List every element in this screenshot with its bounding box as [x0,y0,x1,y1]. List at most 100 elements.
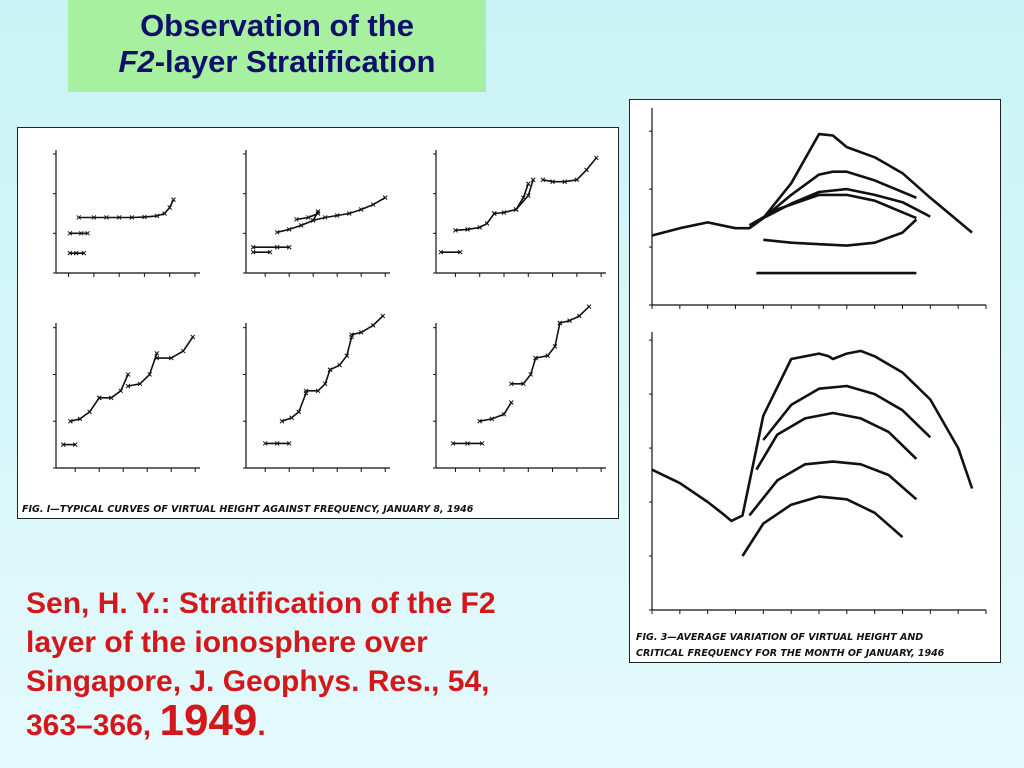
series-line [329,336,353,371]
data-point [380,313,386,319]
data-point [125,372,131,377]
data-point [337,362,342,368]
data-point [508,400,514,405]
data-point [315,211,321,216]
series-line [542,157,597,183]
data-point [171,197,176,202]
data-point [438,249,444,255]
data-point [513,207,519,212]
data-point [540,177,546,183]
citation: Sen, H. Y.: Stratification of the F2 lay… [26,584,586,745]
data-point [521,381,526,387]
data-point [154,351,160,356]
series-line [748,170,917,230]
series-line [127,353,158,387]
data-point [116,215,122,220]
data-point [349,332,354,338]
series-line [762,384,932,441]
data-point [60,442,66,447]
figure-3-svg: FIG. 3—AVERAGE VARIATION OF VIRTUAL HEIG… [636,108,987,659]
series-line [748,193,917,227]
figure-1-panel: FIG. I—TYPICAL CURVES OF VIRTUAL HEIGHT … [18,128,618,518]
data-point [298,223,304,228]
data-point [530,177,536,183]
chart-5 [243,313,390,472]
data-point [274,244,280,250]
series-line [479,402,512,422]
data-point [508,381,514,387]
data-point [108,395,114,401]
data-point [137,381,143,387]
data-point [286,227,292,232]
data-point [87,409,92,415]
series-line [559,306,590,324]
data-point [190,334,196,340]
data-point [310,218,316,223]
citation-line4: 363–366, 1949. [26,699,586,745]
data-point [457,249,463,255]
data-point [91,215,97,220]
series-line [748,460,918,517]
data-point [67,230,73,236]
data-point [306,215,311,220]
figure-3-caption-line1: FIG. 3—AVERAGE VARIATION OF VIRTUAL HEIG… [636,632,923,643]
data-point [370,322,376,328]
data-point [250,249,256,255]
data-point [489,416,495,422]
data-point [593,155,599,161]
data-point [550,179,555,185]
data-point [477,225,483,230]
data-point [584,167,589,173]
data-point [567,318,572,324]
series-line [651,132,973,237]
figure-1-svg: FIG. I—TYPICAL CURVES OF VIRTUAL HEIGHT … [22,150,606,515]
figure-3-panel: FIG. 3—AVERAGE VARIATION OF VIRTUAL HEIG… [630,100,1000,662]
data-point [465,227,470,232]
citation-pages: 363–366, [26,709,160,742]
data-point [104,215,109,220]
data-point [142,214,147,220]
data-point [81,250,87,256]
series-line [351,315,384,336]
data-point [77,416,83,422]
data-point [322,381,328,387]
chart-3 [433,150,606,277]
data-point [477,418,483,424]
data-point [525,193,531,198]
data-point [267,249,273,255]
data-point [525,181,531,187]
slide-title-line1: Observation of the [140,8,414,43]
citation-line2: layer of the ionosphere over [26,626,428,659]
data-point [334,213,340,218]
series-line [306,369,331,392]
series-line [511,357,537,385]
series-line [535,322,561,359]
data-point [358,330,364,335]
series-line [70,397,100,422]
figure-1-caption: FIG. I—TYPICAL CURVES OF VIRTUAL HEIGHT … [22,504,474,515]
series-line [651,349,974,523]
data-point [274,229,280,235]
data-point [533,355,538,361]
series-line [494,183,530,215]
series-line [741,495,904,557]
data-point [162,211,167,216]
data-point [322,215,328,220]
series-line [156,336,194,359]
chart-7 [649,108,987,309]
data-point [358,207,364,212]
data-point [118,388,124,394]
data-point [576,313,582,319]
slide-title-f2: F2 [118,44,155,79]
data-point [296,409,302,415]
data-point [286,441,292,446]
data-point [279,418,285,424]
data-point [294,217,299,222]
data-point [501,411,507,417]
data-point [479,441,485,446]
series-line [78,199,175,219]
citation-line3: Singapore, J. Geophys. Res., 54, [26,665,490,698]
data-point [72,442,78,447]
series-line [99,374,129,399]
data-point [154,213,160,219]
